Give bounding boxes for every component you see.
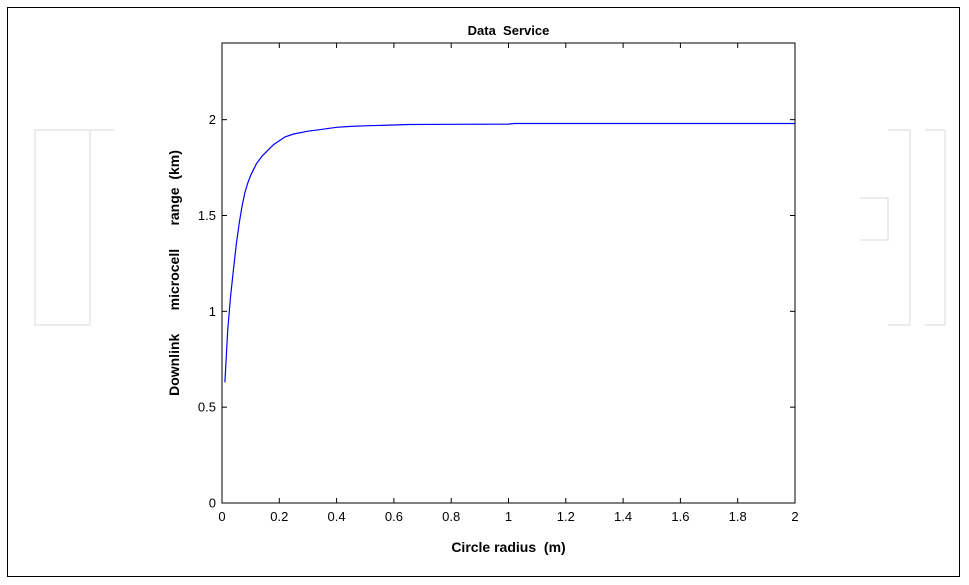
y-tick-label: 2	[209, 112, 216, 127]
x-tick-label: 1.8	[729, 509, 747, 524]
y-tick-label: 0	[209, 496, 216, 511]
x-tick-label: 0.4	[328, 509, 346, 524]
y-tick-label: 0.5	[198, 400, 216, 415]
tick-marks	[221, 43, 796, 504]
x-axis-title: Circle radius (m)	[451, 539, 565, 555]
watermark	[34, 129, 946, 326]
x-tick-label: 2	[791, 509, 798, 524]
y-tick-label: 1	[209, 304, 216, 319]
x-tick-label: 0.6	[385, 509, 403, 524]
tick-labels: 0 0.2 0.4 0.6 0.8 1 1.2 1.4 1.6 1.8 2 0 0.5 1 1.5 2	[198, 112, 799, 524]
x-tick-label: 1.4	[614, 509, 632, 524]
x-tick-label: 1.6	[671, 509, 689, 524]
series-line	[224, 122, 795, 383]
x-tick-label: 0	[218, 509, 225, 524]
x-tick-label: 0.2	[270, 509, 288, 524]
y-tick-label: 1.5	[198, 208, 216, 223]
y-axis-title: Downlink microcell range (km)	[166, 150, 182, 396]
chart-title: Data Service	[468, 23, 550, 38]
x-tick-label: 0.8	[442, 509, 460, 524]
x-tick-label: 1.2	[557, 509, 575, 524]
x-tick-label: 1	[505, 509, 512, 524]
plot-area	[221, 42, 796, 504]
